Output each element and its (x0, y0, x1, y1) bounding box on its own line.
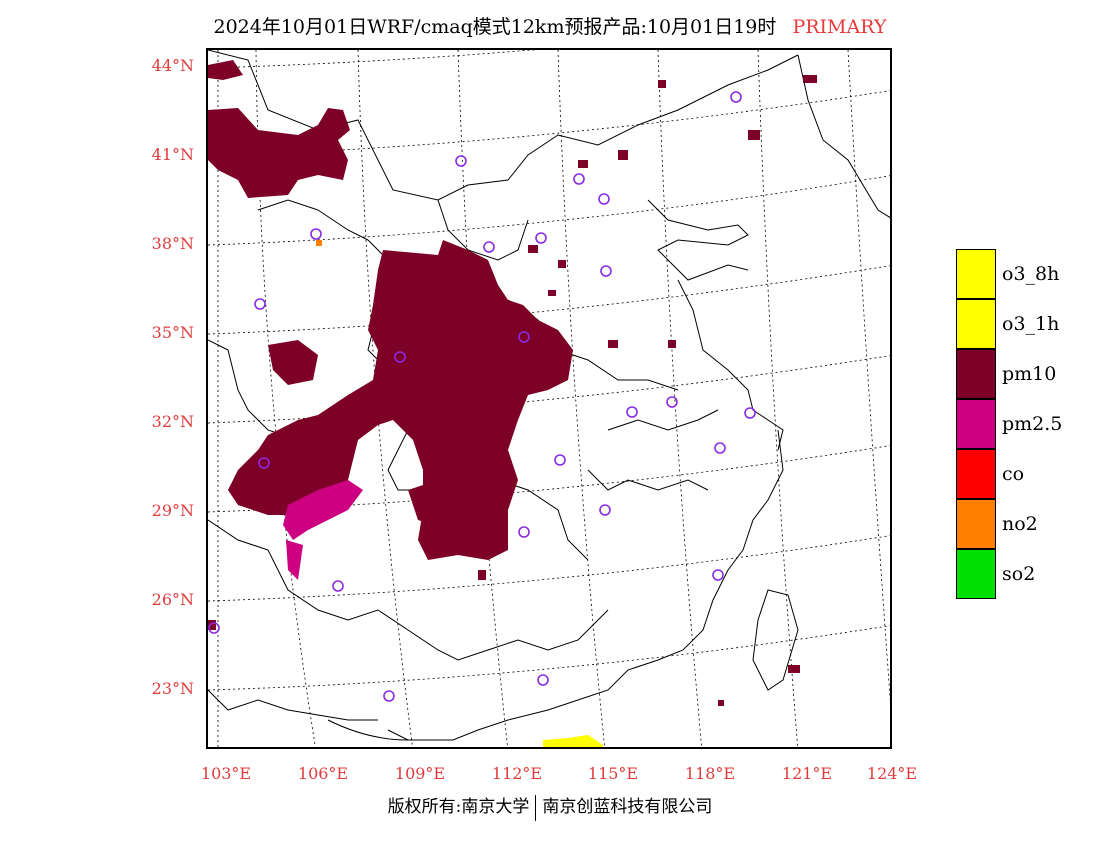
legend-swatch (956, 349, 996, 399)
lat-label-44: 44°N (151, 56, 194, 75)
pm10-regions (208, 60, 817, 706)
station-markers (208, 91, 756, 702)
lon-label-121: 121°E (781, 764, 833, 783)
legend-label: pm10 (1002, 363, 1057, 385)
no2-spot (316, 240, 322, 246)
legend-swatch (956, 249, 996, 299)
lat-label-32: 32°N (151, 412, 194, 431)
title-tag: PRIMARY (792, 16, 887, 38)
title-main: 2024年10月01日WRF/cmaq模式12km预报产品:10月01日19时 (213, 16, 777, 38)
legend-swatch (956, 549, 996, 599)
lat-label-41: 41°N (151, 145, 194, 164)
copyright-footer: 版权所有:南京大学 南京创蓝科技有限公司 (0, 792, 1100, 821)
map-panel (206, 48, 892, 749)
pm25-regions (283, 480, 363, 580)
legend-label: so2 (1002, 563, 1036, 585)
footer-right: 南京创蓝科技有限公司 (542, 797, 713, 817)
lon-label-124: 124°E (866, 764, 918, 783)
lon-label-115: 115°E (587, 764, 639, 783)
legend-label: no2 (1002, 513, 1038, 535)
lat-label-29: 29°N (151, 501, 194, 520)
map-title: 2024年10月01日WRF/cmaq模式12km预报产品:10月01日19时 … (0, 12, 1100, 39)
lat-label-26: 26°N (151, 590, 194, 609)
legend-label: o3_8h (1002, 263, 1060, 285)
legend-swatch (956, 399, 996, 449)
legend-swatch (956, 499, 996, 549)
lon-label-106: 106°E (297, 764, 349, 783)
legend-label: pm2.5 (1002, 413, 1063, 435)
lon-label-103: 103°E (200, 764, 252, 783)
lat-label-38: 38°N (151, 234, 194, 253)
o3-region (543, 735, 603, 747)
legend-swatch (956, 449, 996, 499)
map-canvas (208, 50, 890, 747)
legend-swatch (956, 299, 996, 349)
legend-label: co (1002, 463, 1025, 485)
footer-divider (535, 794, 537, 821)
legend-label: o3_1h (1002, 313, 1060, 335)
footer-left: 版权所有:南京大学 (387, 797, 530, 817)
lon-label-118: 118°E (684, 764, 736, 783)
lon-label-112: 112°E (491, 764, 543, 783)
lat-label-35: 35°N (151, 323, 194, 342)
lon-label-109: 109°E (394, 764, 446, 783)
lat-label-23: 23°N (151, 679, 194, 698)
